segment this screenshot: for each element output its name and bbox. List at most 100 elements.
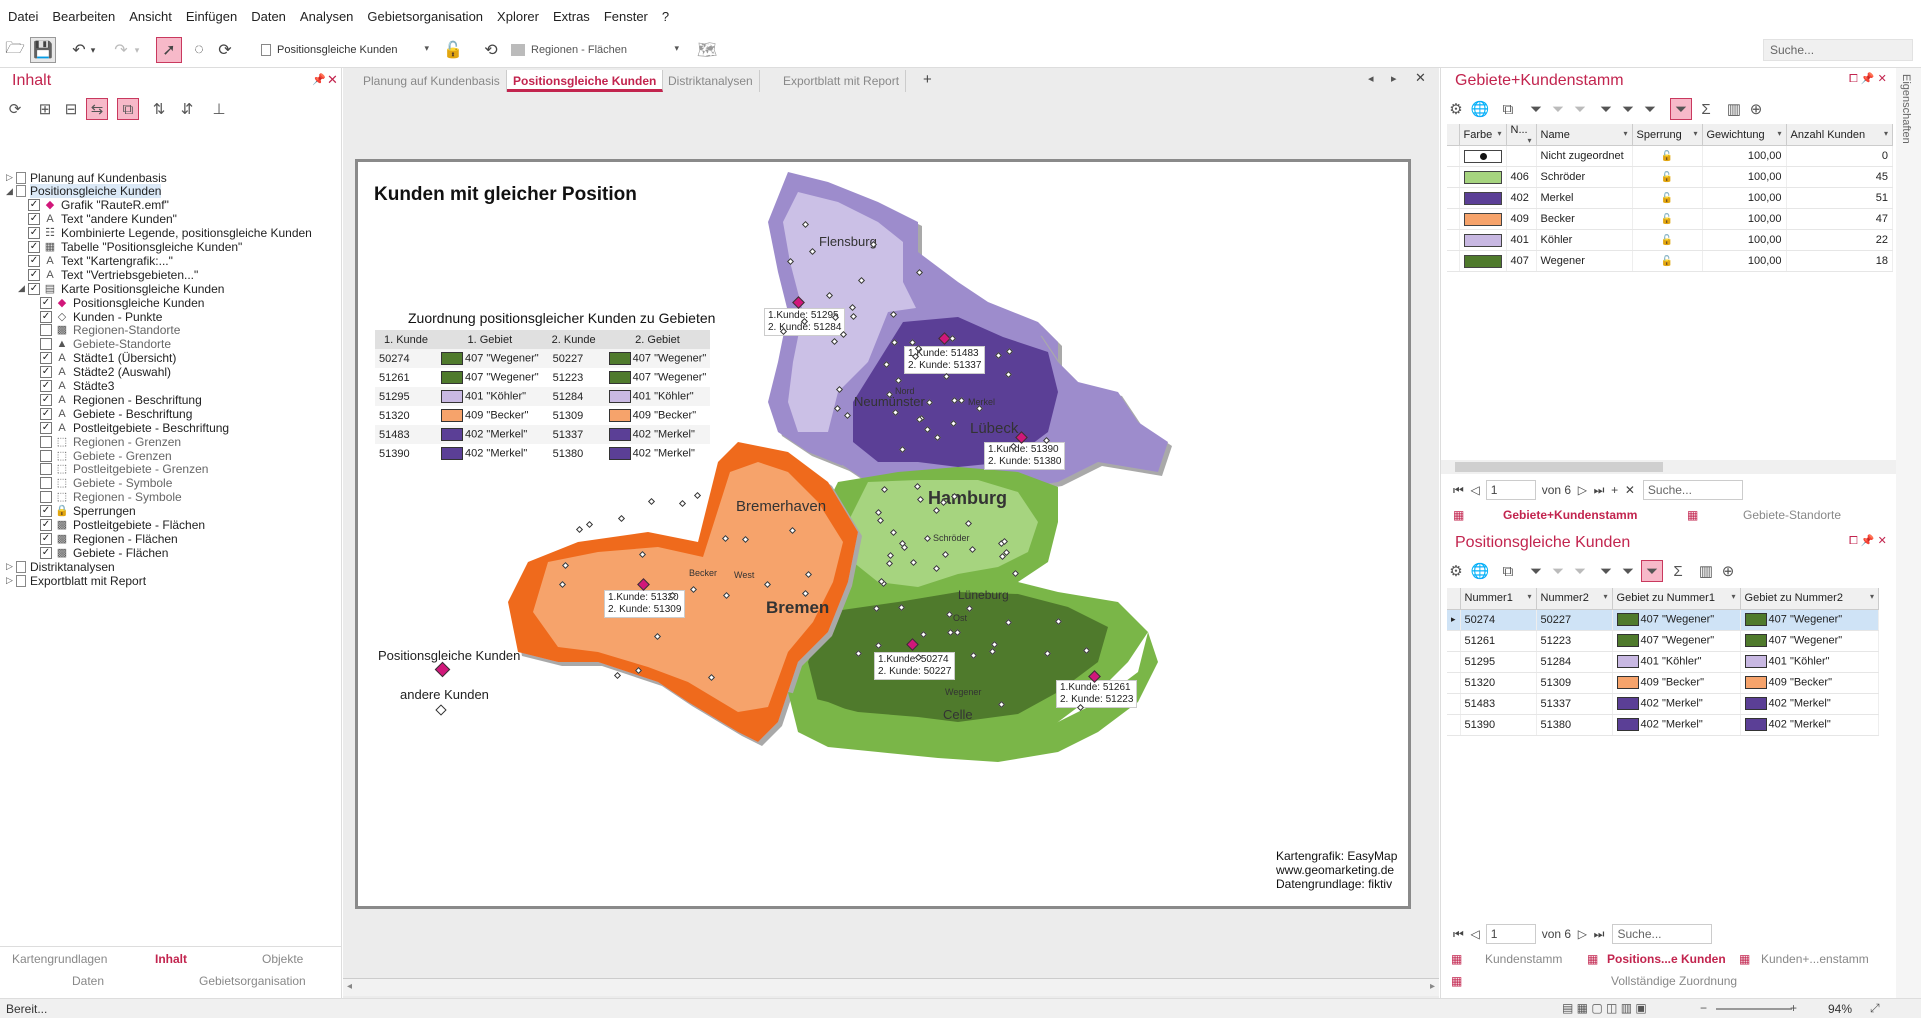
undo-dropdown-icon[interactable]: ▾ bbox=[90, 44, 96, 55]
split-icon[interactable]: ⊟ bbox=[64, 101, 78, 118]
table-row[interactable]: 409 Becker 🔓 100,00 47 bbox=[1447, 208, 1893, 230]
column-header[interactable]: Gebiet zu Nummer2 ▾ bbox=[1740, 588, 1880, 610]
table-row[interactable]: 51483 51337 402 "Merkel" 402 "Merkel" bbox=[1447, 693, 1880, 715]
pair-label[interactable]: 1.Kunde: 51320 2. Kunde: 51309 bbox=[604, 590, 686, 618]
column-dropdown-icon[interactable]: ▾ bbox=[1869, 592, 1874, 602]
visibility-checkbox[interactable]: ✓ bbox=[40, 352, 52, 365]
table-row[interactable]: 51295 51284 401 "Köhler" 401 "Köhler" bbox=[1447, 651, 1880, 673]
lock-icon[interactable]: 🔓 bbox=[1632, 187, 1703, 209]
menu-item-1[interactable]: Bearbeiten bbox=[52, 8, 116, 24]
visibility-checkbox[interactable]: ✓ bbox=[40, 310, 52, 323]
save-icon[interactable]: 💾 bbox=[30, 37, 56, 63]
visibility-checkbox[interactable] bbox=[40, 449, 52, 462]
doc-tab[interactable]: Positionsgleiche Kunden bbox=[507, 70, 664, 92]
add-record-icon[interactable]: + bbox=[1611, 483, 1619, 497]
expander-icon[interactable]: ▷ bbox=[6, 575, 13, 586]
table-row[interactable]: ▸ 50274 50227 407 "Wegener" 407 "Wegener" bbox=[1447, 609, 1880, 631]
open-folder-icon[interactable]: 🗁 bbox=[5, 39, 25, 57]
column-dropdown-icon[interactable]: ▾ bbox=[1497, 128, 1502, 138]
visibility-checkbox[interactable]: ✓ bbox=[40, 532, 52, 545]
menu-item-5[interactable]: Analysen bbox=[299, 8, 354, 24]
tree-item[interactable]: ✓ A Städte2 (Auswahl) bbox=[30, 364, 171, 381]
menu-item-0[interactable]: Datei bbox=[8, 8, 39, 24]
visibility-checkbox[interactable]: ✓ bbox=[40, 505, 52, 518]
tab-kartengrundlagen[interactable]: Kartengrundlagen bbox=[12, 952, 108, 966]
tree-item[interactable]: ✓ A Städte1 (Übersicht) bbox=[30, 350, 176, 367]
column-header[interactable]: Anzahl Kunden ▾ bbox=[1786, 124, 1893, 146]
pair-label[interactable]: 1.Kunde: 51390 2. Kunde: 51380 bbox=[984, 442, 1066, 470]
tree-item[interactable]: ⬚ Regionen - Symbole bbox=[30, 489, 182, 506]
column-header[interactable]: Sperrung ▾ bbox=[1632, 124, 1703, 146]
expander-icon[interactable]: ◢ bbox=[6, 185, 13, 196]
tree-item[interactable]: ▷ Distriktanalysen bbox=[6, 558, 115, 575]
zoom-to-icon[interactable]: ⊕ bbox=[1749, 101, 1763, 118]
last-page-icon[interactable]: ⏭ bbox=[1593, 926, 1605, 941]
lock-icon[interactable]: 🔓 bbox=[443, 42, 463, 59]
column-dropdown-icon[interactable]: ▾ bbox=[1527, 592, 1532, 602]
color-cell[interactable] bbox=[1459, 250, 1507, 272]
menu-item-3[interactable]: Einfügen bbox=[185, 8, 238, 24]
visibility-checkbox[interactable]: ✓ bbox=[40, 546, 52, 559]
doc-tab[interactable]: Exportblatt mit Report bbox=[777, 70, 907, 92]
lock-icon[interactable]: 🔓 bbox=[1632, 166, 1703, 188]
tree-item[interactable]: ✓ A Regionen - Beschriftung bbox=[30, 391, 202, 408]
layers-icon[interactable]: ⧉ bbox=[117, 98, 139, 120]
redo-icon[interactable]: ↷ bbox=[114, 42, 128, 59]
first-page-icon[interactable]: ⏮ bbox=[1453, 482, 1464, 497]
expander-icon[interactable]: ◢ bbox=[18, 283, 25, 294]
tree-item[interactable]: ✓ A Postleitgebiete - Beschriftung bbox=[30, 419, 229, 436]
visibility-checkbox[interactable]: ✓ bbox=[40, 366, 52, 379]
tab-kunden-kundenstamm[interactable]: Kunden+...enstamm bbox=[1761, 952, 1869, 966]
visibility-checkbox[interactable]: ✓ bbox=[28, 254, 40, 267]
table-row[interactable]: 51390 51380 402 "Merkel" 402 "Merkel" bbox=[1447, 714, 1880, 736]
column-dropdown-icon[interactable]: ▾ bbox=[1527, 136, 1532, 145]
table-row[interactable]: 51320 51309 409 "Becker" 409 "Becker" bbox=[1447, 672, 1880, 694]
area-select-icon[interactable]: ⟳ bbox=[218, 42, 232, 59]
column-header[interactable]: Gebiet zu Nummer1 ▾ bbox=[1612, 588, 1741, 610]
fit-view-icon[interactable]: ⤢ bbox=[1870, 1001, 1880, 1015]
table-row[interactable]: 407 Wegener 🔓 100,00 18 bbox=[1447, 250, 1893, 272]
next-page-icon[interactable]: ▷ bbox=[1577, 927, 1587, 941]
visibility-checkbox[interactable] bbox=[40, 324, 52, 337]
tab-gebiete-kundenstamm[interactable]: Gebiete+Kundenstamm bbox=[1503, 508, 1638, 522]
menu-item-10[interactable]: ? bbox=[661, 8, 670, 24]
chart-icon[interactable]: ▥ bbox=[1726, 101, 1742, 118]
tree-item[interactable]: ✓ 🔒 Sperrungen bbox=[30, 503, 136, 520]
menu-item-7[interactable]: Xplorer bbox=[497, 8, 539, 24]
menu-item-6[interactable]: Gebietsorganisation bbox=[367, 8, 484, 24]
visibility-checkbox[interactable]: ✓ bbox=[28, 199, 40, 212]
tree-item[interactable]: ▷ Planung auf Kundenbasis bbox=[6, 169, 167, 186]
page-number-input[interactable]: 1 bbox=[1485, 924, 1536, 944]
panel-controls-bottom[interactable]: ⧠ 📌 ✕ bbox=[1849, 535, 1887, 547]
table-row[interactable]: 51261 51223 407 "Wegener" 407 "Wegener" bbox=[1447, 630, 1880, 652]
sum-icon[interactable]: Σ bbox=[1673, 562, 1683, 580]
tree-item[interactable]: ✓ ▩ Postleitgebiete - Flächen bbox=[30, 517, 205, 534]
tab-gebiete-standorte[interactable]: Gebiete-Standorte bbox=[1743, 508, 1842, 522]
column-header[interactable]: Nummer1 ▾ bbox=[1460, 588, 1537, 610]
tree-item[interactable]: ✓ ☷ Kombinierte Legende, positionsgleiche … bbox=[18, 225, 312, 242]
first-page-icon[interactable]: ⏮ bbox=[1453, 926, 1464, 941]
tree-item[interactable]: ✓ A Text "Kartengrafik:..." bbox=[18, 252, 173, 269]
column-header[interactable]: N... ▾ bbox=[1506, 124, 1537, 146]
column-header[interactable]: Gewichtung ▾ bbox=[1702, 124, 1787, 146]
next-page-icon[interactable]: ▷ bbox=[1577, 483, 1587, 497]
bottom-align-icon[interactable]: ⊥ bbox=[212, 101, 226, 118]
visibility-checkbox[interactable] bbox=[40, 491, 52, 504]
visibility-checkbox[interactable]: ✓ bbox=[28, 282, 40, 295]
visibility-checkbox[interactable]: ✓ bbox=[40, 380, 52, 392]
tree-item[interactable]: ✓ ▦ Tabelle "Positionsgleiche Kunden" bbox=[18, 239, 242, 256]
filter-options-icon[interactable]: ⏷ bbox=[1643, 100, 1656, 118]
color-cell[interactable] bbox=[1459, 208, 1507, 230]
tab-scroll-right-icon[interactable]: ▸ bbox=[1391, 73, 1397, 85]
view-mode-icons[interactable]: ▤ ▦ ▢ ◫ ▥ ▣ bbox=[1562, 1001, 1647, 1015]
tree-item[interactable]: ⬚ Postleitgebiete - Grenzen bbox=[30, 461, 208, 478]
copy-icon[interactable]: ⧉ bbox=[1502, 562, 1514, 580]
visibility-checkbox[interactable]: ✓ bbox=[40, 421, 52, 434]
visibility-checkbox[interactable]: ✓ bbox=[40, 407, 52, 420]
column-dropdown-icon[interactable]: ▾ bbox=[1623, 128, 1628, 138]
positions-search-input[interactable]: Suche... bbox=[1612, 924, 1713, 944]
tree-item[interactable]: ✓ ▩ Gebiete - Flächen bbox=[30, 544, 168, 561]
tab-objekte[interactable]: Objekte bbox=[262, 952, 304, 966]
column-dropdown-icon[interactable]: ▾ bbox=[1777, 128, 1782, 138]
tree-item[interactable]: ✓ A Städte3 bbox=[30, 378, 114, 395]
